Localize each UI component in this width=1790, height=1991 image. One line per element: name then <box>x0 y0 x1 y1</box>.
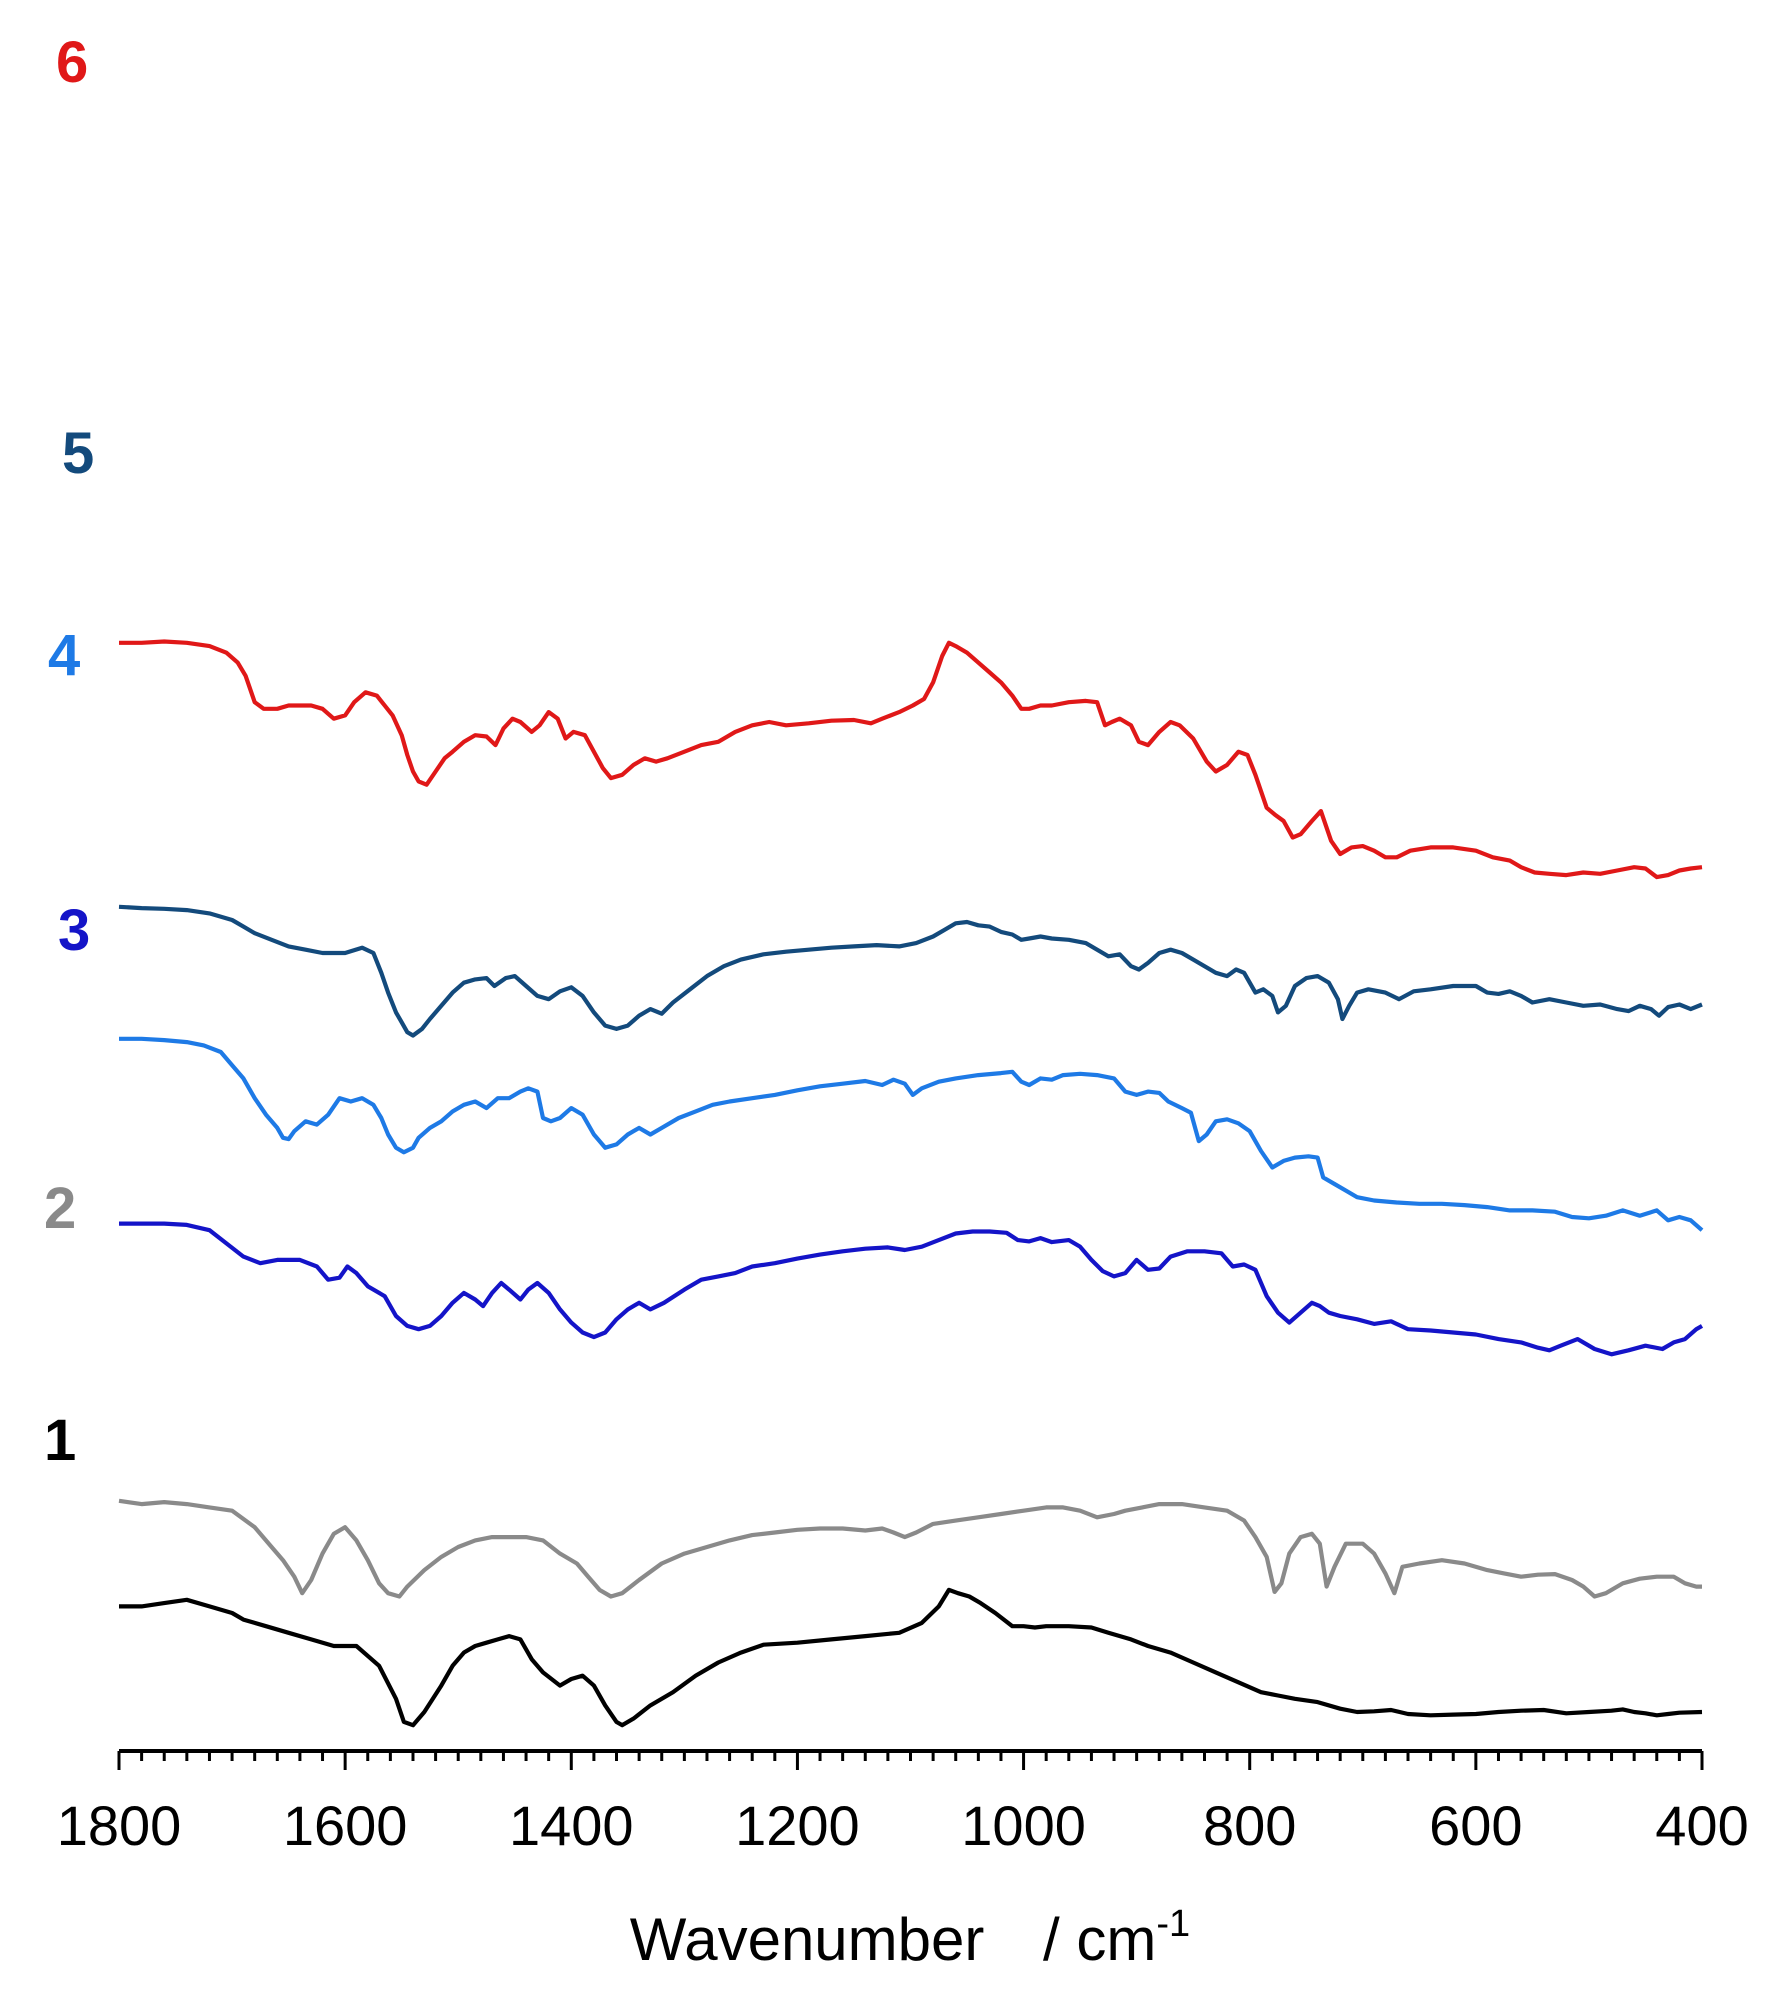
series-2-label: 2 <box>44 1176 76 1241</box>
series-2-line <box>118 1498 1702 1599</box>
series-labels: 1 2 3 4 5 6 <box>44 30 94 1473</box>
series-6-label: 6 <box>56 30 88 95</box>
series-4-label: 4 <box>48 623 80 688</box>
series-1-label: 1 <box>44 1408 76 1473</box>
x-tick-label: 800 <box>1203 1794 1296 1857</box>
series-5-line <box>118 904 1703 1038</box>
x-tick-label: 400 <box>1655 1794 1748 1857</box>
x-tick-label: 1400 <box>509 1794 634 1857</box>
series-1-line <box>119 1587 1703 1728</box>
series-6-line <box>119 639 1703 880</box>
x-tick-label: 600 <box>1429 1794 1522 1857</box>
series-5-label: 5 <box>62 421 94 486</box>
x-tick-label: 1600 <box>283 1794 408 1857</box>
series-4-line <box>119 1036 1704 1232</box>
x-tick-label: 1000 <box>961 1794 1086 1857</box>
x-axis: 1800 1600 1400 1200 1000 800 600 400 <box>57 1749 1749 1857</box>
plot-area <box>118 639 1704 1728</box>
series-3-line <box>119 1221 1704 1357</box>
x-tick-label: 1800 <box>57 1794 182 1857</box>
x-axis-title: Wavenumber / cm-1 <box>630 1903 1190 1973</box>
series-3-label: 3 <box>58 898 90 963</box>
x-tick-label: 1200 <box>735 1794 860 1857</box>
